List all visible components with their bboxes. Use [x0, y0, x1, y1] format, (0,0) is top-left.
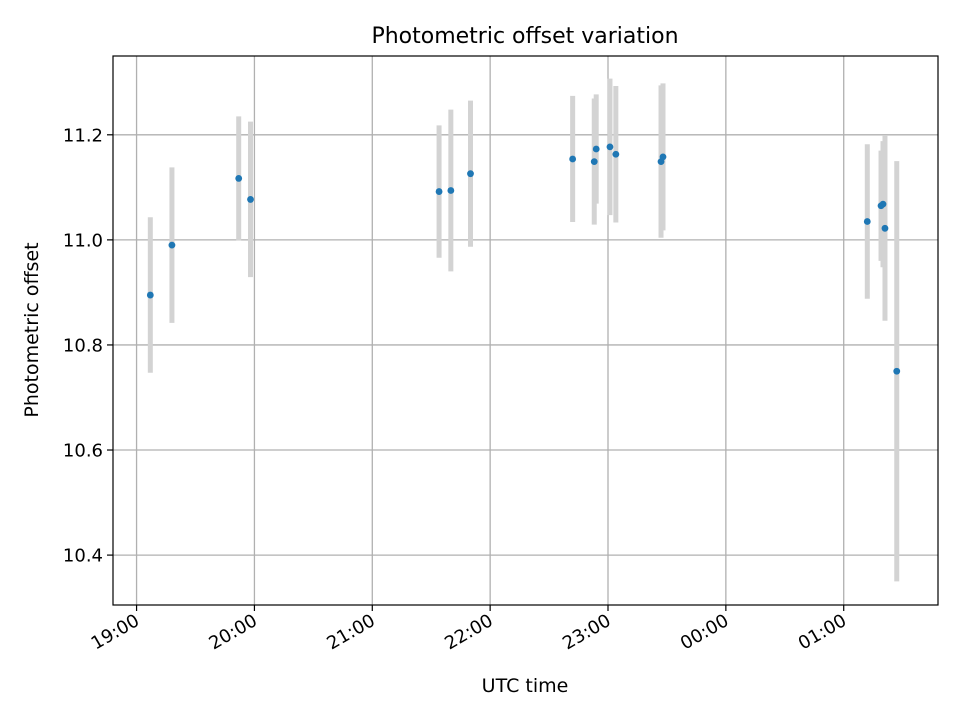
chart-title: Photometric offset variation — [371, 24, 678, 49]
data-point — [590, 158, 598, 165]
data-points — [146, 143, 901, 375]
data-point — [592, 145, 600, 153]
data-point — [168, 241, 176, 249]
y-tick-label: 10.8 — [63, 335, 103, 356]
data-point — [881, 224, 889, 232]
x-axis-label: UTC time — [482, 675, 569, 697]
y-tick-label: 11.0 — [63, 230, 103, 251]
data-point — [247, 196, 254, 203]
data-point — [893, 367, 901, 375]
y-axis-label: Photometric offset — [21, 242, 43, 417]
plot-area-frame — [112, 55, 939, 606]
data-point — [235, 175, 243, 182]
data-point — [435, 188, 443, 195]
y-tick-label: 10.6 — [63, 441, 103, 462]
data-point — [612, 150, 620, 158]
data-point — [146, 291, 154, 299]
data-point — [659, 153, 667, 161]
data-point — [863, 218, 871, 225]
data-point — [606, 143, 614, 151]
data-point — [467, 170, 474, 178]
data-point — [447, 187, 455, 194]
y-axis-ticks: 10.4 10.6 10.8 11.0 11.2 — [63, 125, 113, 567]
y-tick-label: 10.4 — [63, 546, 103, 567]
data-point — [879, 200, 887, 208]
y-tick-label: 11.2 — [63, 125, 103, 146]
data-point — [569, 155, 577, 163]
